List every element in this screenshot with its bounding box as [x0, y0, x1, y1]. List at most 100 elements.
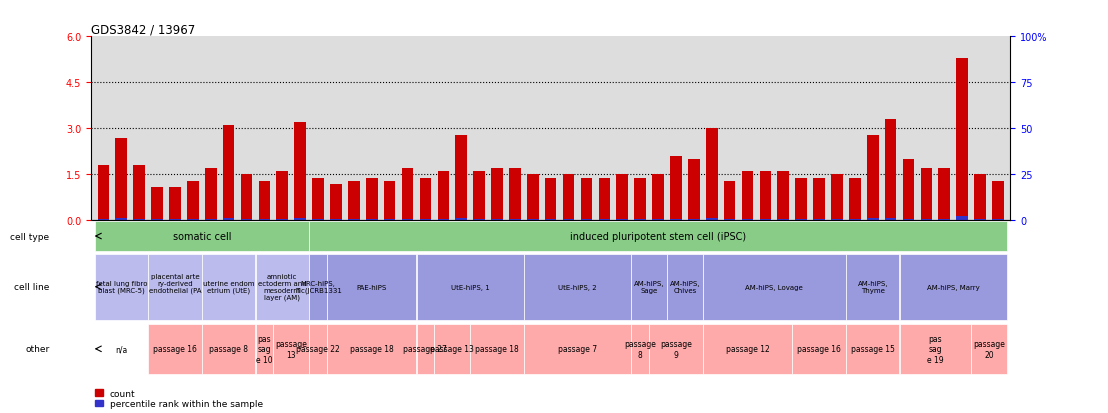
Bar — [921, 219, 932, 221]
Bar — [653, 219, 664, 221]
Bar — [327, 254, 417, 320]
Bar — [616, 175, 628, 221]
Text: passage
9: passage 9 — [660, 339, 691, 358]
Bar — [974, 175, 986, 221]
Bar — [295, 218, 306, 221]
Bar — [309, 254, 327, 320]
Bar — [348, 181, 360, 221]
Bar — [616, 220, 628, 221]
Text: pas
sag
e 19: pas sag e 19 — [927, 334, 944, 364]
Bar — [634, 220, 646, 221]
Bar — [706, 129, 718, 221]
Bar — [938, 219, 951, 221]
Bar — [813, 178, 824, 221]
Bar — [438, 172, 449, 221]
Bar — [366, 220, 378, 221]
Bar — [309, 324, 327, 374]
Bar — [509, 169, 521, 221]
Bar — [974, 219, 986, 221]
Text: n/a: n/a — [115, 344, 127, 354]
Bar — [256, 254, 309, 320]
Bar — [885, 218, 896, 221]
Bar — [938, 169, 951, 221]
Text: somatic cell: somatic cell — [173, 231, 232, 242]
Bar — [760, 172, 771, 221]
Text: passage
13: passage 13 — [275, 339, 307, 358]
Text: cell line: cell line — [14, 282, 50, 292]
Bar — [509, 219, 521, 221]
Bar — [598, 220, 611, 221]
Bar — [849, 220, 861, 221]
Bar — [849, 178, 861, 221]
Bar — [417, 324, 434, 374]
Text: other: other — [25, 344, 50, 354]
Bar — [903, 160, 914, 221]
Bar — [295, 123, 306, 221]
Bar — [348, 220, 360, 221]
Bar — [455, 219, 468, 221]
Bar — [277, 172, 288, 221]
Bar — [831, 220, 843, 221]
Bar — [94, 324, 148, 374]
Bar — [187, 181, 198, 221]
Bar — [309, 222, 1007, 251]
Bar — [921, 169, 932, 221]
Bar — [187, 220, 198, 221]
Bar — [402, 169, 413, 221]
Bar — [240, 220, 253, 221]
Bar — [256, 324, 274, 374]
Bar — [992, 220, 1004, 221]
Bar — [702, 324, 792, 374]
Bar — [741, 172, 753, 221]
Bar — [741, 219, 753, 221]
Bar — [133, 219, 145, 221]
Bar — [277, 219, 288, 221]
Bar — [274, 324, 309, 374]
Bar — [524, 254, 632, 320]
Text: AM-hiPS, Lovage: AM-hiPS, Lovage — [746, 284, 803, 290]
Bar — [688, 219, 699, 221]
Bar — [670, 219, 681, 221]
Bar — [151, 187, 163, 221]
Text: passage 18: passage 18 — [350, 344, 393, 354]
Bar — [473, 219, 485, 221]
Bar — [148, 324, 202, 374]
Bar — [312, 178, 324, 221]
Bar — [563, 220, 574, 221]
Bar — [133, 166, 145, 221]
Bar — [632, 254, 667, 320]
Bar — [94, 254, 148, 320]
Bar — [223, 218, 235, 221]
Text: placental arte
ry-derived
endothelial (PA: placental arte ry-derived endothelial (P… — [148, 273, 202, 301]
Bar — [223, 126, 235, 221]
Bar — [170, 220, 181, 221]
Bar — [202, 324, 255, 374]
Text: fetal lung fibro
blast (MRC-5): fetal lung fibro blast (MRC-5) — [95, 280, 147, 294]
Bar — [383, 220, 396, 221]
Bar — [240, 175, 253, 221]
Text: PAE-hiPS: PAE-hiPS — [357, 284, 387, 290]
Bar — [420, 220, 431, 221]
Text: passage 15: passage 15 — [851, 344, 894, 354]
Text: passage 13: passage 13 — [430, 344, 474, 354]
Bar — [992, 181, 1004, 221]
Bar — [545, 220, 556, 221]
Bar — [724, 220, 736, 221]
Bar — [151, 220, 163, 221]
Bar — [634, 178, 646, 221]
Bar — [581, 178, 593, 221]
Text: passage 16: passage 16 — [153, 344, 197, 354]
Bar — [420, 178, 431, 221]
Bar — [667, 254, 702, 320]
Bar — [796, 178, 807, 221]
Bar — [473, 172, 485, 221]
Bar — [813, 220, 824, 221]
Bar — [847, 324, 900, 374]
Bar — [632, 324, 649, 374]
Bar — [115, 219, 127, 221]
Bar — [170, 187, 181, 221]
Bar — [670, 157, 681, 221]
Bar — [148, 254, 202, 320]
Bar — [524, 324, 632, 374]
Bar — [831, 175, 843, 221]
